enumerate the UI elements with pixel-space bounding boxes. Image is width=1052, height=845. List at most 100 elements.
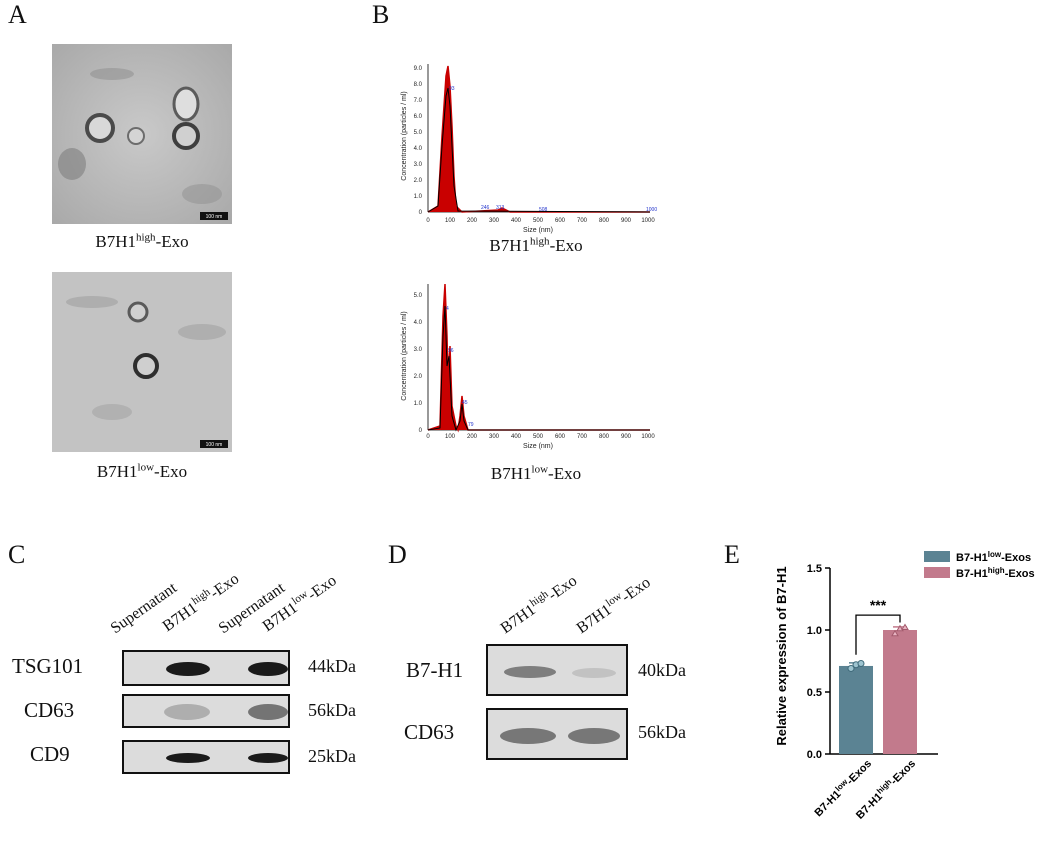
svg-text:4: 4	[446, 306, 449, 312]
blot-row-label: B7-H1	[406, 658, 464, 682]
svg-text:200: 200	[467, 434, 478, 440]
svg-text:246: 246	[481, 205, 490, 211]
svg-text:900: 900	[621, 434, 632, 440]
nta-yticks: 0 1.0 2.0 3.0 4.0 5.0	[414, 293, 423, 434]
svg-text:1000: 1000	[641, 434, 655, 440]
significance-stars: ***	[870, 597, 887, 613]
svg-text:0: 0	[426, 434, 430, 440]
svg-text:1000: 1000	[646, 207, 657, 213]
em-micrograph-high: 100 nm	[52, 44, 232, 224]
blot-row-label: CD63	[404, 720, 455, 744]
svg-text:79: 79	[468, 422, 474, 428]
chart-bars: ***	[839, 597, 917, 754]
legend-label-low: B7-H1low-Exos	[956, 550, 1031, 565]
svg-text:4.0: 4.0	[414, 320, 423, 326]
bar-0	[839, 665, 873, 754]
svg-text:0: 0	[419, 210, 423, 216]
nta-yticks: 0 1.0 2.0 3.0 4.0 5.0 6.0 7.0 8.0 9.0	[414, 66, 423, 216]
svg-text:6.0: 6.0	[414, 114, 423, 120]
data-point	[901, 623, 909, 631]
blot-kda: 25kDa	[308, 746, 356, 766]
svg-text:100: 100	[445, 218, 456, 224]
svg-text:600: 600	[555, 434, 566, 440]
svg-text:8.0: 8.0	[414, 82, 423, 88]
svg-text:600: 600	[555, 218, 566, 224]
svg-text:500: 500	[533, 218, 544, 224]
svg-text:0: 0	[419, 428, 423, 434]
svg-text:93: 93	[449, 86, 455, 92]
data-point	[857, 659, 865, 667]
svg-text:400: 400	[511, 218, 522, 224]
svg-text:100: 100	[445, 434, 456, 440]
nta-distribution-high	[427, 65, 650, 213]
svg-text:9.0: 9.0	[414, 66, 423, 72]
svg-text:800: 800	[599, 434, 610, 440]
nta-xticks: 0 100 200 300 400 500 600 700 800 900 10…	[426, 218, 655, 224]
blot-cd63-d	[486, 708, 628, 760]
scale-bar-label: 100 nm	[206, 442, 223, 448]
blot-row-label: CD63	[24, 698, 75, 722]
svg-text:7.0: 7.0	[414, 98, 423, 104]
blot-kda: 56kDa	[308, 700, 356, 720]
blot-kda: 40kDa	[638, 660, 686, 680]
legend-label-high: B7-H1high-Exos	[956, 566, 1035, 581]
panel-label-c: C	[8, 540, 26, 569]
svg-text:300: 300	[489, 434, 500, 440]
nta-ylabel: Concentration (particles / ml)	[401, 91, 408, 180]
blot-kda: 44kDa	[308, 656, 356, 676]
significance-bracket	[855, 614, 901, 655]
em-micrograph-low: 100 nm	[52, 272, 232, 452]
svg-text:5.0: 5.0	[414, 130, 423, 136]
svg-text:45: 45	[462, 400, 468, 406]
svg-text:4.0: 4.0	[414, 146, 423, 152]
em-image-high: 100 nm	[52, 44, 232, 224]
blot-kda: 56kDa	[638, 722, 686, 742]
svg-text:2.0: 2.0	[414, 374, 423, 380]
svg-text:400: 400	[511, 434, 522, 440]
svg-text:313: 313	[496, 205, 505, 211]
panel-label-b: B	[372, 0, 390, 29]
nta-xticks: 0 100 200 300 400 500 600 700 800 900 10…	[426, 434, 655, 440]
blot-row-label: CD9	[30, 742, 70, 766]
svg-text:2.0: 2.0	[414, 178, 423, 184]
y-tick-label: 0.0	[807, 749, 822, 761]
svg-text:96: 96	[448, 348, 454, 354]
blot-b7h1	[486, 644, 628, 696]
data-point	[891, 629, 899, 637]
blot-tsg101	[122, 650, 290, 686]
lane-label: B7H1low-Exo	[573, 574, 654, 638]
svg-text:1.0: 1.0	[414, 401, 423, 407]
svg-text:3.0: 3.0	[414, 162, 423, 168]
panel-label-d: D	[388, 540, 407, 569]
lane-label: B7H1high-Exo	[497, 572, 581, 638]
svg-text:800: 800	[599, 218, 610, 224]
svg-text:700: 700	[577, 218, 588, 224]
svg-text:508: 508	[539, 207, 548, 213]
nta-plot-high: Concentration (particles / ml) 0 1.0 2.0…	[401, 64, 657, 234]
y-tick-label: 1.5	[807, 563, 822, 575]
svg-text:1.0: 1.0	[414, 194, 423, 200]
scale-bar-label: 100 nm	[206, 214, 223, 220]
nta-xlabel: Size (nm)	[523, 443, 553, 450]
nta-xlabel: Size (nm)	[523, 227, 553, 234]
x-category-labels: B7-H1low-Exos B7-H1high-Exos	[811, 756, 918, 822]
svg-text:300: 300	[489, 218, 500, 224]
blot-cd9	[122, 740, 290, 774]
em-caption-high: B7H1high-Exo	[95, 231, 189, 251]
chart-legend: B7-H1low-Exos B7-H1high-Exos	[924, 550, 1035, 581]
em-image-low: 100 nm	[52, 272, 232, 452]
svg-text:900: 900	[621, 218, 632, 224]
bar-chart-e: Relative expression of B7-H1 0.0 0.5 1.0 1.…	[774, 550, 1035, 822]
svg-text:5.0: 5.0	[414, 293, 423, 299]
blot-row-label: TSG101	[12, 654, 84, 678]
y-tick-label: 1.0	[807, 625, 822, 637]
chart-ylabel: Relative expression of B7-H1	[774, 566, 789, 745]
blot-cd63	[122, 694, 290, 728]
nta-ylabel: Concentration (particles / ml)	[401, 311, 408, 400]
nta-caption-high: B7H1high-Exo	[489, 235, 583, 255]
bar-1	[883, 630, 917, 754]
nta-plot-low: Concentration (particles / ml) 0 1.0 2.0…	[401, 283, 655, 450]
svg-text:3.0: 3.0	[414, 347, 423, 353]
legend-swatch-low	[924, 551, 950, 562]
svg-text:500: 500	[533, 434, 544, 440]
